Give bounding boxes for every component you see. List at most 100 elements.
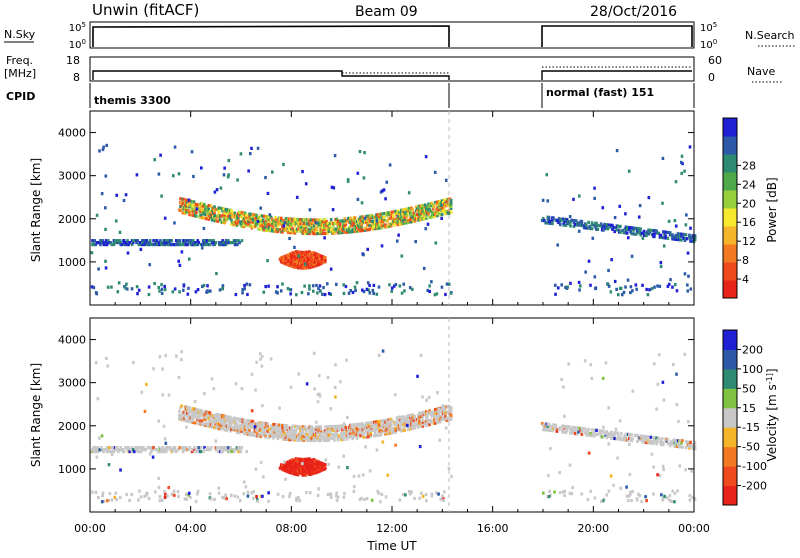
data-pixel [385, 422, 388, 426]
data-pixel [684, 223, 688, 227]
data-pixel [374, 219, 377, 223]
data-pixel [295, 436, 299, 440]
data-pixel [349, 431, 352, 435]
data-pixel [352, 489, 356, 494]
data-pixel [625, 485, 628, 489]
data-pixel [342, 283, 346, 287]
data-pixel [240, 387, 244, 391]
data-pixel [439, 201, 443, 205]
data-pixel [380, 423, 384, 427]
data-pixel [615, 228, 619, 232]
data-pixel [656, 438, 660, 442]
data-pixel [193, 421, 197, 425]
data-pixel [267, 225, 271, 229]
data-pixel [647, 195, 651, 200]
data-pixel [559, 218, 563, 222]
data-pixel [116, 290, 120, 294]
data-pixel [424, 216, 428, 220]
data-pixel [309, 228, 313, 232]
data-pixel [693, 445, 697, 449]
data-pixel [377, 224, 381, 228]
data-pixel [558, 471, 562, 475]
data-pixel [281, 463, 284, 467]
data-pixel [639, 233, 643, 237]
data-pixel [587, 226, 590, 230]
data-pixel [671, 285, 674, 289]
data-pixel [362, 289, 366, 294]
data-pixel [233, 211, 237, 215]
data-pixel [592, 430, 596, 434]
data-pixel [668, 443, 672, 448]
data-pixel [421, 420, 425, 424]
data-pixel [217, 491, 221, 495]
data-pixel [551, 220, 554, 224]
data-pixel [247, 430, 250, 435]
data-pixel [593, 186, 596, 190]
data-pixel [105, 499, 109, 503]
data-pixel [428, 208, 431, 212]
data-pixel [285, 437, 289, 441]
data-pixel [613, 436, 616, 441]
data-pixel [114, 491, 118, 495]
data-pixel [92, 241, 95, 245]
data-pixel [178, 417, 181, 421]
data-pixel [210, 239, 213, 243]
data-pixel [296, 223, 300, 227]
data-pixel [441, 404, 445, 408]
data-pixel [405, 215, 409, 219]
data-pixel [244, 221, 248, 225]
data-pixel [174, 242, 178, 247]
data-pixel [329, 428, 333, 433]
data-pixel [360, 424, 364, 428]
data-pixel [135, 241, 138, 245]
data-pixel [276, 224, 280, 228]
data-pixel [213, 207, 216, 211]
data-pixel [413, 219, 417, 223]
data-pixel [363, 216, 367, 221]
data-pixel [383, 418, 386, 423]
velocity-heatmap [90, 349, 697, 504]
data-pixel [242, 426, 246, 430]
data-pixel [355, 426, 359, 431]
data-pixel [652, 492, 655, 496]
data-pixel [199, 213, 203, 217]
data-pixel [422, 213, 426, 217]
date-title: 28/Oct/2016 [590, 4, 677, 20]
data-pixel [180, 357, 183, 362]
data-pixel [328, 430, 332, 435]
data-pixel [239, 423, 242, 427]
data-pixel [283, 221, 287, 225]
data-pixel [317, 374, 321, 378]
data-pixel [290, 434, 294, 438]
data-pixel [628, 492, 632, 497]
data-pixel [406, 427, 410, 432]
data-pixel [426, 210, 429, 214]
data-pixel [394, 209, 397, 214]
data-pixel [625, 225, 629, 229]
data-pixel [612, 483, 615, 487]
data-pixel [599, 222, 603, 226]
data-pixel [360, 223, 364, 227]
data-pixel [624, 432, 628, 436]
data-pixel [609, 474, 613, 478]
data-pixel [323, 292, 327, 297]
data-pixel [380, 425, 384, 429]
data-pixel [275, 431, 279, 435]
data-pixel [632, 232, 636, 236]
data-pixel [446, 203, 450, 207]
data-pixel [259, 221, 263, 226]
data-pixel [321, 434, 325, 439]
data-pixel [288, 491, 292, 496]
data-pixel [547, 217, 551, 221]
data-pixel [547, 473, 550, 478]
data-pixel [199, 205, 203, 210]
data-pixel [97, 436, 101, 440]
data-pixel [548, 489, 551, 493]
data-pixel [343, 217, 347, 221]
data-pixel [304, 436, 308, 441]
data-pixel [410, 287, 414, 291]
data-pixel [394, 282, 398, 287]
data-pixel [631, 389, 635, 393]
data-pixel [307, 438, 310, 443]
data-pixel [659, 438, 663, 443]
